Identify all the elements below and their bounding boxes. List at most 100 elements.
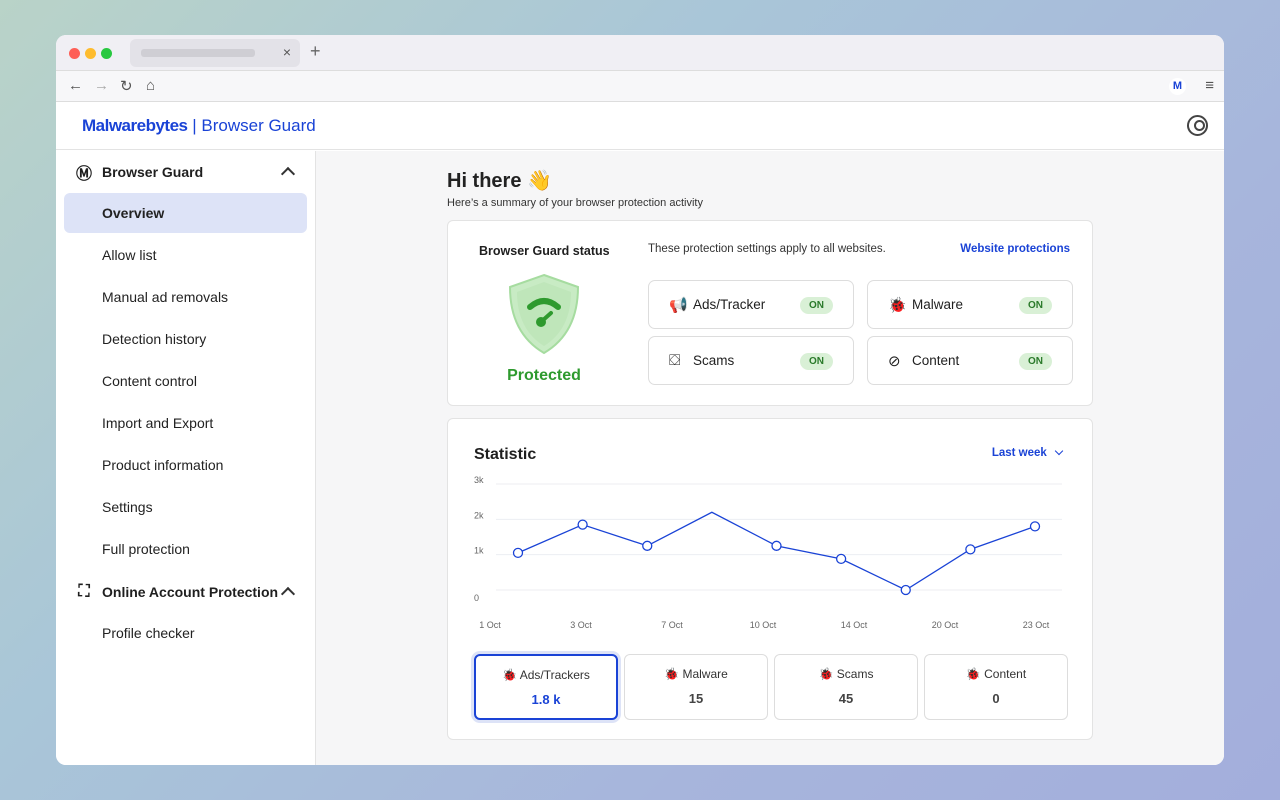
sidebar-item-content-control[interactable]: Content control xyxy=(102,373,197,389)
y-tick-label: 1k xyxy=(474,546,484,556)
sidebar-item-full-protection[interactable]: Full protection xyxy=(102,541,190,557)
stat-value: 15 xyxy=(688,691,704,706)
series-line xyxy=(517,511,1036,591)
protection-content[interactable]: ⊘ Content ON xyxy=(867,336,1073,385)
statistic-title: Statistic xyxy=(474,446,537,463)
bug-icon: 🐞 xyxy=(818,667,834,681)
data-point xyxy=(512,547,524,559)
data-point xyxy=(1029,521,1041,532)
account-scan-icon: ⛶ xyxy=(78,583,90,600)
tab-close-icon[interactable]: × xyxy=(282,44,291,60)
reload-icon[interactable]: ↻ xyxy=(120,78,133,95)
protection-label: Content xyxy=(912,353,960,368)
close-window-button[interactable] xyxy=(69,48,80,59)
home-icon[interactable]: ⌂ xyxy=(146,77,156,94)
sidebar-item-profile-checker[interactable]: Profile checker xyxy=(102,625,195,641)
bug-icon: 🐞 xyxy=(888,296,907,314)
megaphone-icon: 📢 xyxy=(669,296,688,314)
y-tick-label: 0 xyxy=(474,593,479,603)
stat-label: Scams xyxy=(836,667,874,681)
sidebar-item-import-export[interactable]: Import and Export xyxy=(102,415,214,431)
stat-label: Ads/Trackers xyxy=(519,668,590,682)
browser-tab[interactable]: × xyxy=(130,39,300,67)
forward-icon[interactable]: → xyxy=(94,77,109,94)
sidebar: Ⓜ Browser Guard Overview Allow list Manua… xyxy=(56,151,316,765)
stat-value: 0 xyxy=(992,691,1000,706)
statistic-line-chart: 0 1k 2k 3k 1 Oct 3 Oct 7 Oct 10 Oct 14 Oct 20 Oct… xyxy=(474,475,1062,630)
sidebar-item-manual-ad-removals[interactable]: Manual ad removals xyxy=(102,289,229,305)
menu-icon[interactable]: ≡ xyxy=(1205,77,1214,94)
bug-icon: 🐞 xyxy=(965,667,981,681)
logo: Malwarebytes | Browser Guard xyxy=(82,116,316,135)
sidebar-item-settings[interactable]: Settings xyxy=(102,499,153,515)
data-point xyxy=(771,540,782,551)
sidebar-item-product-information[interactable]: Product information xyxy=(102,457,224,473)
x-tick-label: 7 Oct xyxy=(661,620,683,630)
eye-off-icon: ⊘ xyxy=(888,352,901,370)
statistic-card: Statistic Last week 0 1k 2k 3k 1 Oct 3 Oct 7 O… xyxy=(447,418,1093,740)
chevron-up-icon[interactable] xyxy=(280,586,296,602)
data-point xyxy=(965,544,976,555)
shield-icon xyxy=(508,273,580,355)
sidebar-item-detection-history[interactable]: Detection history xyxy=(102,331,207,347)
tab-bar: × + xyxy=(56,35,1224,71)
website-protections-link[interactable]: Website protections xyxy=(960,243,1070,255)
bug-icon: 🐞 xyxy=(502,668,518,682)
page-subtitle: Here’s a summary of your browser protect… xyxy=(447,197,703,209)
stat-label: Content xyxy=(984,667,1027,681)
status-badge: ON xyxy=(1019,353,1052,370)
new-tab-button[interactable]: + xyxy=(310,41,321,61)
protection-label: Malware xyxy=(912,297,964,312)
data-point xyxy=(900,584,911,596)
x-tick-label: 3 Oct xyxy=(570,620,592,630)
data-point xyxy=(577,519,588,530)
x-tick-label: 1 Oct xyxy=(479,620,501,630)
protection-ads-tracker[interactable]: 📢 Ads/Tracker ON xyxy=(648,280,854,329)
protection-malware[interactable]: 🐞 Malware ON xyxy=(867,280,1073,329)
x-tick-label: 20 Oct xyxy=(932,620,959,630)
stat-label: Malware xyxy=(682,667,728,681)
data-point xyxy=(835,553,847,565)
app-header: Malwarebytes | Browser Guard xyxy=(56,102,1224,150)
browser-window: × + ← → ↻ ⌂ M ≡ Malwarebytes | Browser G… xyxy=(56,35,1224,765)
stat-value: 1.8 k xyxy=(531,692,561,707)
chevron-up-icon[interactable] xyxy=(280,166,296,182)
section-label: Browser Guard xyxy=(102,164,204,180)
protection-label: Ads/Tracker xyxy=(693,297,766,312)
protection-status: Protected xyxy=(507,367,581,384)
stat-card-ads-trackers[interactable]: 🐞 Ads/Trackers 1.8 k xyxy=(474,654,618,720)
sidebar-section-browser-guard[interactable]: Ⓜ Browser Guard xyxy=(56,151,315,193)
stat-card-scams[interactable]: 🐞 Scams 45 xyxy=(774,654,918,720)
status-badge: ON xyxy=(800,297,833,314)
back-icon[interactable]: ← xyxy=(68,77,83,94)
page-title: Hi there 👋 xyxy=(447,170,552,192)
main-content: Hi there 👋 Here’s a summary of your brow… xyxy=(316,151,1224,765)
hook-icon: ⛋ xyxy=(669,352,681,369)
sidebar-section-online-account-protection[interactable]: ⛶ Online Account Protection xyxy=(56,571,315,613)
range-dropdown[interactable]: Last week xyxy=(991,446,1064,459)
protection-label: Scams xyxy=(693,353,735,368)
section-label: Online Account Protection xyxy=(102,584,279,600)
range-value: Last week xyxy=(991,447,1047,459)
data-point xyxy=(642,540,653,551)
sidebar-item-allow-list[interactable]: Allow list xyxy=(102,247,157,263)
tab-title-placeholder xyxy=(141,49,255,57)
maximize-window-button[interactable] xyxy=(101,48,112,59)
account-icon[interactable] xyxy=(1187,115,1208,136)
x-tick-label: 10 Oct xyxy=(750,620,777,630)
status-note: These protection settings apply to all w… xyxy=(648,243,886,255)
malwarebytes-extension-icon[interactable]: M xyxy=(1169,78,1186,95)
minimize-window-button[interactable] xyxy=(85,48,96,59)
bug-icon: 🐞 xyxy=(664,667,680,681)
status-badge: ON xyxy=(1019,297,1052,314)
y-tick-label: 3k xyxy=(474,475,484,485)
y-tick-label: 2k xyxy=(474,510,484,520)
sidebar-item-overview[interactable]: Overview xyxy=(64,193,307,233)
stat-card-malware[interactable]: 🐞 Malware 15 xyxy=(624,654,768,720)
stat-card-content[interactable]: 🐞 Content 0 xyxy=(924,654,1068,720)
malwarebytes-logo-icon: Ⓜ xyxy=(75,166,92,183)
x-tick-label: 23 Oct xyxy=(1023,620,1050,630)
protection-scams[interactable]: ⛋ Scams ON xyxy=(648,336,854,385)
status-title: Browser Guard status xyxy=(479,244,610,258)
status-badge: ON xyxy=(800,353,833,370)
